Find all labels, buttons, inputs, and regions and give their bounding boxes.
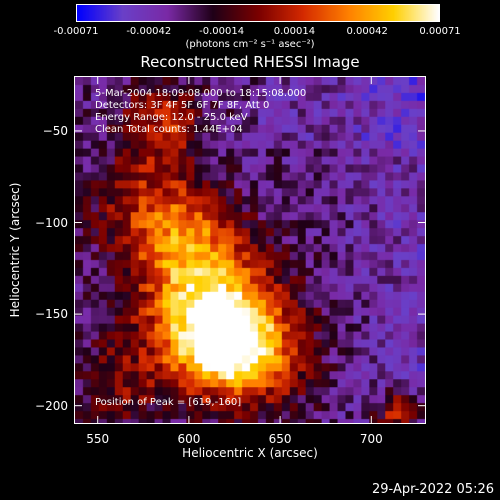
x-tick-label: 600	[177, 432, 201, 446]
colorbar-tick-label: -0.00042	[126, 26, 172, 37]
plot-area: 5-Mar-2004 18:09:08.000 to 18:15:08.000 …	[74, 76, 426, 424]
colorbar	[76, 4, 440, 22]
colorbar-tick-label: 0.00042	[346, 26, 388, 37]
colorbar-tick-label: -0.00014	[199, 26, 245, 37]
detectors-annotation: Detectors: 3F 4F 5F 6F 7F 8F, Att 0	[95, 100, 270, 111]
plot-title: Reconstructed RHESSI Image	[140, 53, 360, 71]
y-tick-label: −150	[35, 307, 68, 322]
y-tick-label: −200	[35, 398, 68, 413]
heatmap-image	[75, 77, 425, 423]
x-axis-label: Heliocentric X (arcsec)	[182, 446, 318, 460]
peak-position-annotation: Position of Peak = [619,-160]	[95, 397, 242, 408]
x-tick-label: 700	[359, 432, 383, 446]
x-tick-label: 550	[86, 432, 110, 446]
colorbar-tick-label: 0.00071	[419, 26, 461, 37]
y-axis-label: Heliocentric Y (arcsec)	[8, 182, 22, 318]
colorbar-tick-label: 0.00014	[273, 26, 316, 37]
y-tick-label: −50	[42, 123, 68, 138]
y-tick-label: −100	[35, 215, 68, 230]
time-range-annotation: 5-Mar-2004 18:09:08.000 to 18:15:08.000	[95, 88, 307, 99]
x-tick-label: 650	[268, 432, 292, 446]
colorbar-units-label: (photons cm⁻² s⁻¹ asec⁻²)	[185, 39, 315, 50]
energy-range-annotation: Energy Range: 12.0 - 25.0 keV	[95, 112, 248, 123]
footer-date: 29-Apr-2022 05:26	[372, 482, 494, 497]
clean-total-counts-annotation: Clean Total counts: 1.44E+04	[95, 124, 243, 135]
colorbar-tick-label: -0.00071	[53, 26, 99, 37]
